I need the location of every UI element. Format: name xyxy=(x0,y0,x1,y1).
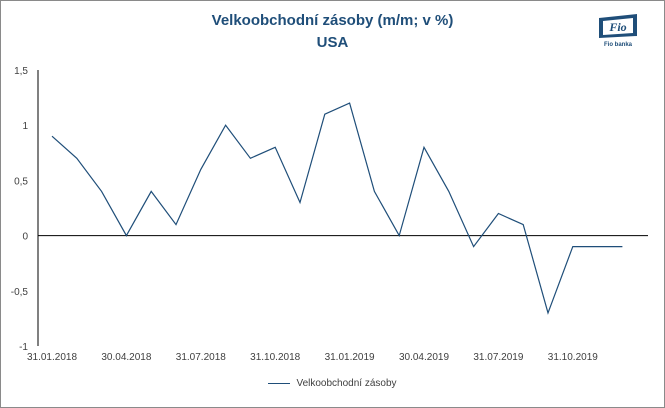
legend-label: Velkoobchodní zásoby xyxy=(296,378,397,389)
data-point xyxy=(373,190,376,193)
y-tick-label: -1 xyxy=(19,342,28,353)
y-tick-label: 1,5 xyxy=(14,66,28,77)
data-point xyxy=(323,113,326,116)
data-point xyxy=(224,124,227,127)
data-point xyxy=(497,212,500,215)
data-point xyxy=(125,234,128,237)
data-point xyxy=(100,190,103,193)
data-point xyxy=(621,245,624,248)
chart-title: Velkoobchodní zásoby (m/m; v %) xyxy=(211,12,454,29)
data-point xyxy=(249,157,252,160)
data-point xyxy=(150,190,153,193)
data-point xyxy=(423,146,426,149)
x-tick-label: 31.10.2018 xyxy=(250,352,300,363)
fio-banka-logo: Fio Fio banka xyxy=(599,14,637,48)
data-point xyxy=(299,201,302,204)
x-tick-label: 30.04.2018 xyxy=(101,352,151,363)
chart-subtitle: USA xyxy=(316,34,349,51)
y-tick-label: 1 xyxy=(22,121,28,132)
data-point xyxy=(51,135,54,138)
x-tick-label: 31.01.2018 xyxy=(27,352,77,363)
y-tick-label: 0 xyxy=(22,232,28,243)
data-point xyxy=(522,223,525,226)
data-point xyxy=(571,245,574,248)
data-point xyxy=(472,245,475,248)
y-tick-label: 0,5 xyxy=(14,176,28,187)
series-line-velkoobchodni-zasoby xyxy=(51,102,623,315)
data-point xyxy=(447,190,450,193)
x-tick-label: 31.01.2019 xyxy=(325,352,375,363)
data-point xyxy=(547,311,550,314)
x-tick-label: 31.07.2018 xyxy=(176,352,226,363)
data-point xyxy=(199,168,202,171)
data-point xyxy=(75,157,78,160)
data-point xyxy=(274,146,277,149)
data-point xyxy=(398,234,401,237)
data-point xyxy=(175,223,178,226)
legend-line-swatch xyxy=(268,382,291,384)
y-tick-label: -0,5 xyxy=(11,287,29,298)
logo-flag-inner xyxy=(603,18,633,35)
logo-caption: Fio banka xyxy=(604,42,633,48)
x-tick-label: 31.10.2019 xyxy=(548,352,598,363)
data-point xyxy=(596,245,599,248)
x-tick-label: 31.07.2019 xyxy=(473,352,523,363)
data-point xyxy=(348,102,351,105)
logo-text: Fio xyxy=(608,20,626,34)
x-tick-label: 30.04.2019 xyxy=(399,352,449,363)
legend: Velkoobchodní zásoby xyxy=(0,378,665,389)
